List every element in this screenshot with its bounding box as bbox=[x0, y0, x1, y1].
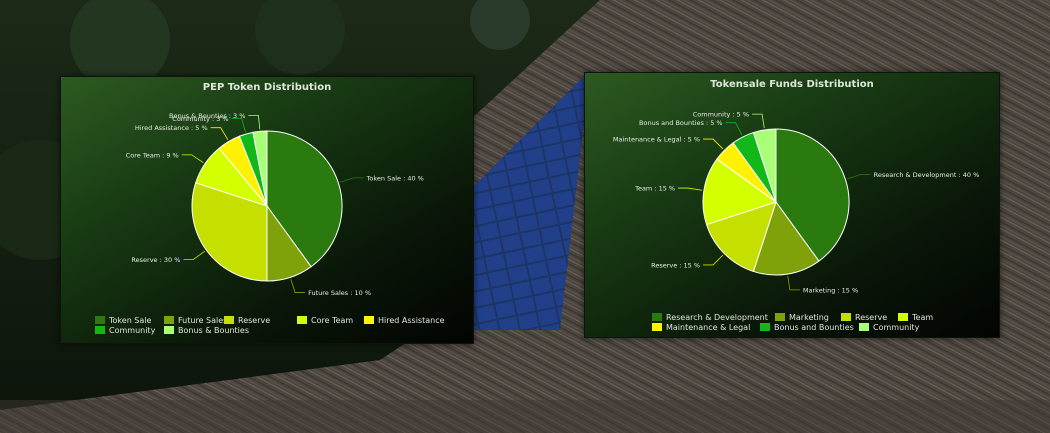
legend-swatch bbox=[297, 316, 307, 324]
legend-item[interactable]: Reserve bbox=[224, 316, 270, 325]
legend-label: Core Team bbox=[311, 316, 353, 325]
legend-swatch bbox=[898, 313, 908, 321]
pie-slice-team[interactable] bbox=[702, 158, 778, 226]
slice-labels: Research & Development : 40 % Marketing :… bbox=[613, 111, 979, 295]
slice-label: Research & Development : 40 % bbox=[874, 171, 980, 179]
legend-item[interactable]: Token Sale bbox=[95, 316, 152, 325]
legend-label: Community bbox=[873, 323, 920, 332]
legend-item[interactable]: Marketing bbox=[775, 313, 829, 322]
slice-label: Future Sales : 10 % bbox=[308, 289, 371, 297]
slice-label-connector bbox=[703, 254, 724, 266]
slice-label-connector bbox=[231, 118, 246, 133]
legend-swatch bbox=[95, 326, 105, 334]
legend-swatch bbox=[95, 316, 105, 324]
legend-item[interactable]: Core Team bbox=[297, 316, 353, 325]
legend-label: Token Sale bbox=[108, 316, 152, 325]
slice-label: Community : 3 % bbox=[172, 115, 228, 123]
legend-item[interactable]: Bonus and Bounties bbox=[760, 323, 854, 332]
slice-label-connector bbox=[725, 122, 743, 136]
pie-slices bbox=[702, 128, 850, 276]
legend-item[interactable]: Community bbox=[95, 326, 156, 335]
slice-label: Marketing : 15 % bbox=[803, 286, 858, 294]
slice-label: Community : 5 % bbox=[693, 111, 749, 119]
legend-item[interactable]: Community bbox=[859, 323, 920, 332]
slice-label: Hired Assistance : 5 % bbox=[135, 124, 208, 132]
legend-label: Marketing bbox=[789, 313, 829, 322]
legend-swatch bbox=[164, 316, 174, 324]
legend-label: Maintenance & Legal bbox=[666, 323, 750, 332]
chart-title: PEP Token Distribution bbox=[203, 82, 331, 93]
legend-swatch bbox=[364, 316, 374, 324]
pie-slice-token-sale[interactable] bbox=[266, 130, 343, 268]
pie-slice-bonus-bounties[interactable] bbox=[252, 130, 268, 207]
legend-item[interactable]: Team bbox=[898, 313, 933, 322]
legend-label: Community bbox=[109, 326, 156, 335]
pie-chart-svg: PEP Token Distribution Token Sale : 40 %… bbox=[95, 82, 445, 335]
legend-swatch bbox=[859, 323, 869, 331]
legend-item[interactable]: Research & Development bbox=[652, 313, 768, 322]
legend-label: Team bbox=[911, 313, 933, 322]
legend-swatch bbox=[652, 323, 662, 331]
slice-label: Reserve : 30 % bbox=[131, 256, 180, 264]
slice-label: Bonus and Bounties : 5 % bbox=[639, 119, 723, 127]
legend-item[interactable]: Bonus & Bounties bbox=[164, 326, 249, 335]
legend-swatch bbox=[224, 316, 234, 324]
slice-label: Bonus & Bounties : 3 % bbox=[169, 112, 245, 120]
chart-title: Tokensale Funds Distribution bbox=[710, 79, 874, 90]
legend-label: Reserve bbox=[238, 316, 270, 325]
slice-label-connector bbox=[340, 177, 364, 183]
slice-label-connector bbox=[181, 154, 204, 164]
pie-slice-research-development[interactable] bbox=[775, 128, 850, 262]
slice-label-connector bbox=[210, 127, 229, 140]
pie-slices bbox=[191, 130, 343, 282]
legend-swatch bbox=[760, 323, 770, 331]
legend-label: Bonus & Bounties bbox=[178, 326, 249, 335]
slice-label-connector bbox=[290, 279, 306, 293]
slice-label-connector bbox=[752, 113, 765, 128]
legend-item[interactable]: Hired Assistance bbox=[364, 316, 445, 325]
legend-label: Reserve bbox=[855, 313, 887, 322]
pie-slice-community[interactable] bbox=[752, 128, 777, 203]
legend-item[interactable]: Maintenance & Legal bbox=[652, 323, 750, 332]
legend: Research & Development Marketing Reserve Te… bbox=[652, 313, 933, 332]
slice-labels: Token Sale : 40 % Future Sales : 10 % Rese… bbox=[126, 112, 424, 297]
pep-token-distribution-chart: PEP Token Distribution Token Sale : 40 %… bbox=[60, 76, 474, 344]
legend-swatch bbox=[775, 313, 785, 321]
legend-swatch bbox=[652, 313, 662, 321]
slice-label-connector bbox=[248, 115, 261, 130]
legend: Token Sale Future Sales Reserve Core Team Hi… bbox=[95, 316, 445, 335]
slice-label: Maintenance & Legal : 5 % bbox=[613, 136, 700, 144]
pie-slice-reserve[interactable] bbox=[191, 182, 268, 282]
slice-label: Team : 15 % bbox=[634, 185, 675, 193]
pie-slice-marketing[interactable] bbox=[752, 200, 820, 276]
slice-label: Token Sale : 40 % bbox=[366, 174, 424, 182]
legend-swatch bbox=[164, 326, 174, 334]
legend-item[interactable]: Future Sales bbox=[164, 316, 227, 325]
legend-label: Hired Assistance bbox=[378, 316, 445, 325]
slice-label-connector bbox=[183, 250, 205, 260]
slice-label: Reserve : 15 % bbox=[651, 261, 700, 269]
legend-label: Future Sales bbox=[178, 316, 227, 325]
slice-label-connector bbox=[787, 276, 800, 291]
pie-chart-svg: Tokensale Funds Distribution Research & … bbox=[613, 79, 979, 332]
slice-label-connector bbox=[703, 138, 724, 150]
slice-label-connector bbox=[678, 187, 702, 191]
tokensale-funds-distribution-chart: Tokensale Funds Distribution Research & … bbox=[584, 72, 1000, 338]
legend-label: Research & Development bbox=[666, 313, 768, 322]
slice-label-connector bbox=[847, 174, 871, 180]
slice-label: Core Team : 9 % bbox=[126, 151, 179, 159]
legend-label: Bonus and Bounties bbox=[774, 323, 854, 332]
legend-item[interactable]: Reserve bbox=[841, 313, 887, 322]
legend-swatch bbox=[841, 313, 851, 321]
